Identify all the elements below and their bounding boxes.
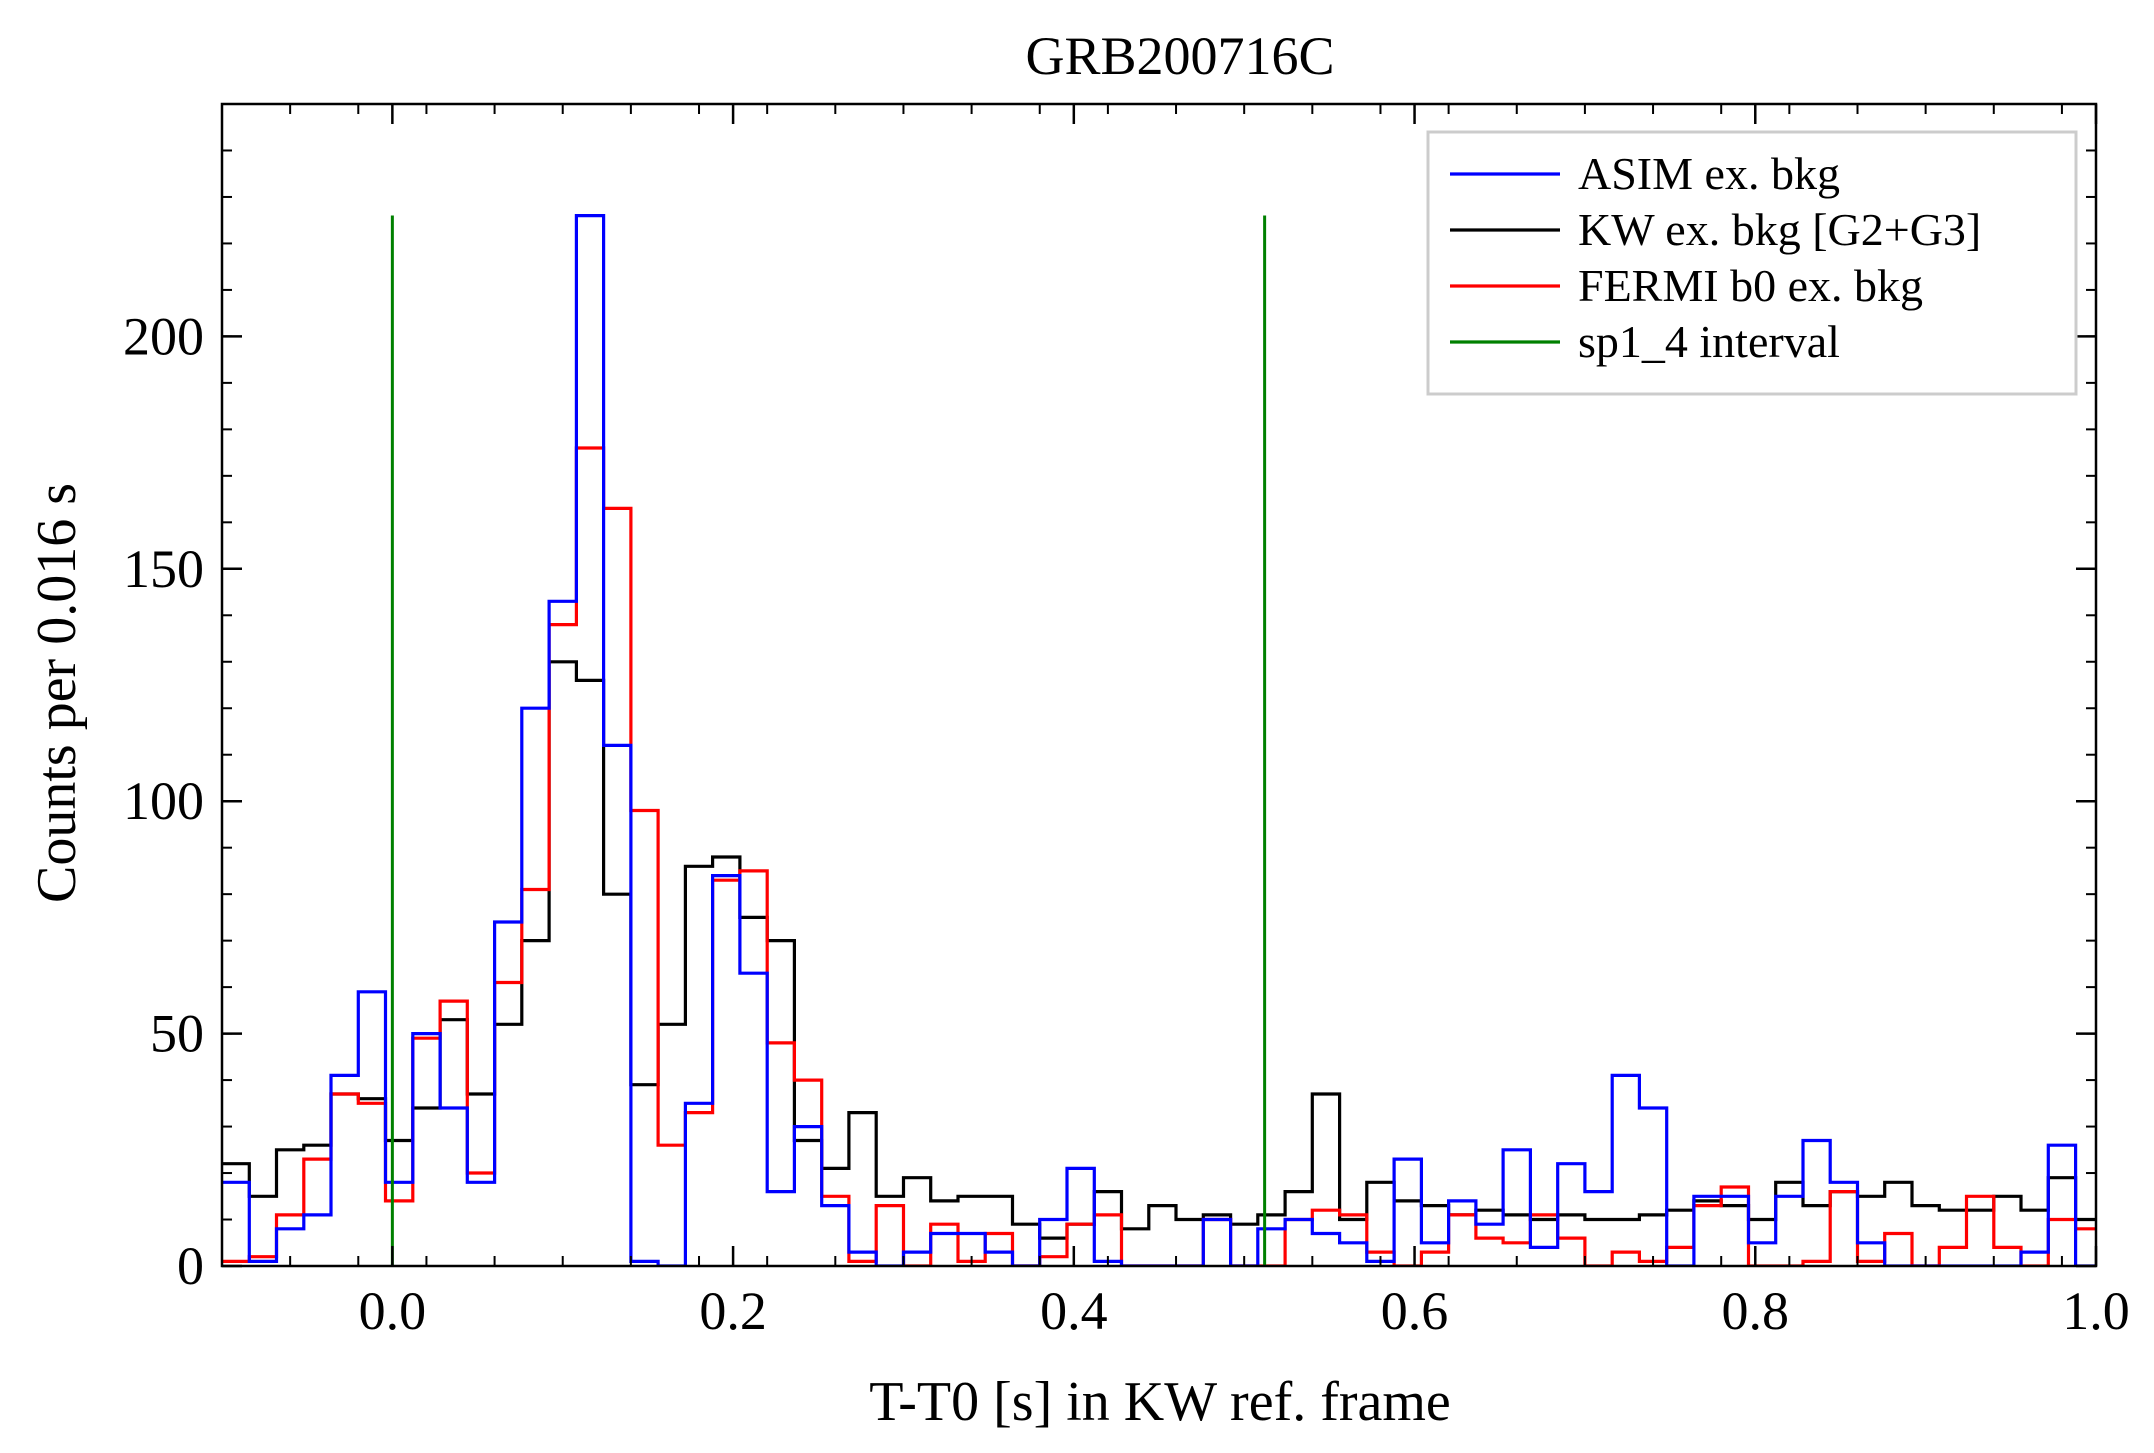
x-tick-label-4: 0.8 [1722,1281,1790,1341]
legend-label-3: sp1_4 interval [1578,316,1840,367]
chart-title: GRB200716C [1025,26,1334,86]
axes-frame [220,102,2098,1268]
x-tick-label-0: 0.0 [359,1281,427,1341]
x-tick-label-5: 1.0 [2062,1281,2130,1341]
legend-label-0: ASIM ex. bkg [1578,148,1840,199]
x-tick-label-3: 0.6 [1381,1281,1449,1341]
legend-frame [1426,130,2078,396]
x-axis-label: T-T0 [s] in KW ref. frame [869,1371,1451,1433]
y-tick-label-2: 100 [123,771,204,831]
plot-layer [222,214,2096,1266]
legend-label-1: KW ex. bkg [G2+G3] [1578,204,1981,255]
x-tick-label-2: 0.4 [1040,1281,1108,1341]
x-tick-label-1: 0.2 [699,1281,767,1341]
y-tick-label-4: 200 [123,306,204,366]
series-group [222,214,2096,1266]
y-axis-label: Counts per 0.016 s [26,483,88,903]
legend-label-2: FERMI b0 ex. bkg [1578,260,1923,311]
y-tick-label-3: 150 [123,539,204,599]
series-2-step-line [222,446,2096,1266]
axes-layer: 0.0 0.2 0.4 0.6 0.8 1.0 0 50 100 150 200 [123,102,2130,1341]
y-tick-label-0: 0 [177,1236,204,1296]
series-0-step-line [222,214,2096,1266]
y-tick-label-1: 50 [150,1004,204,1064]
